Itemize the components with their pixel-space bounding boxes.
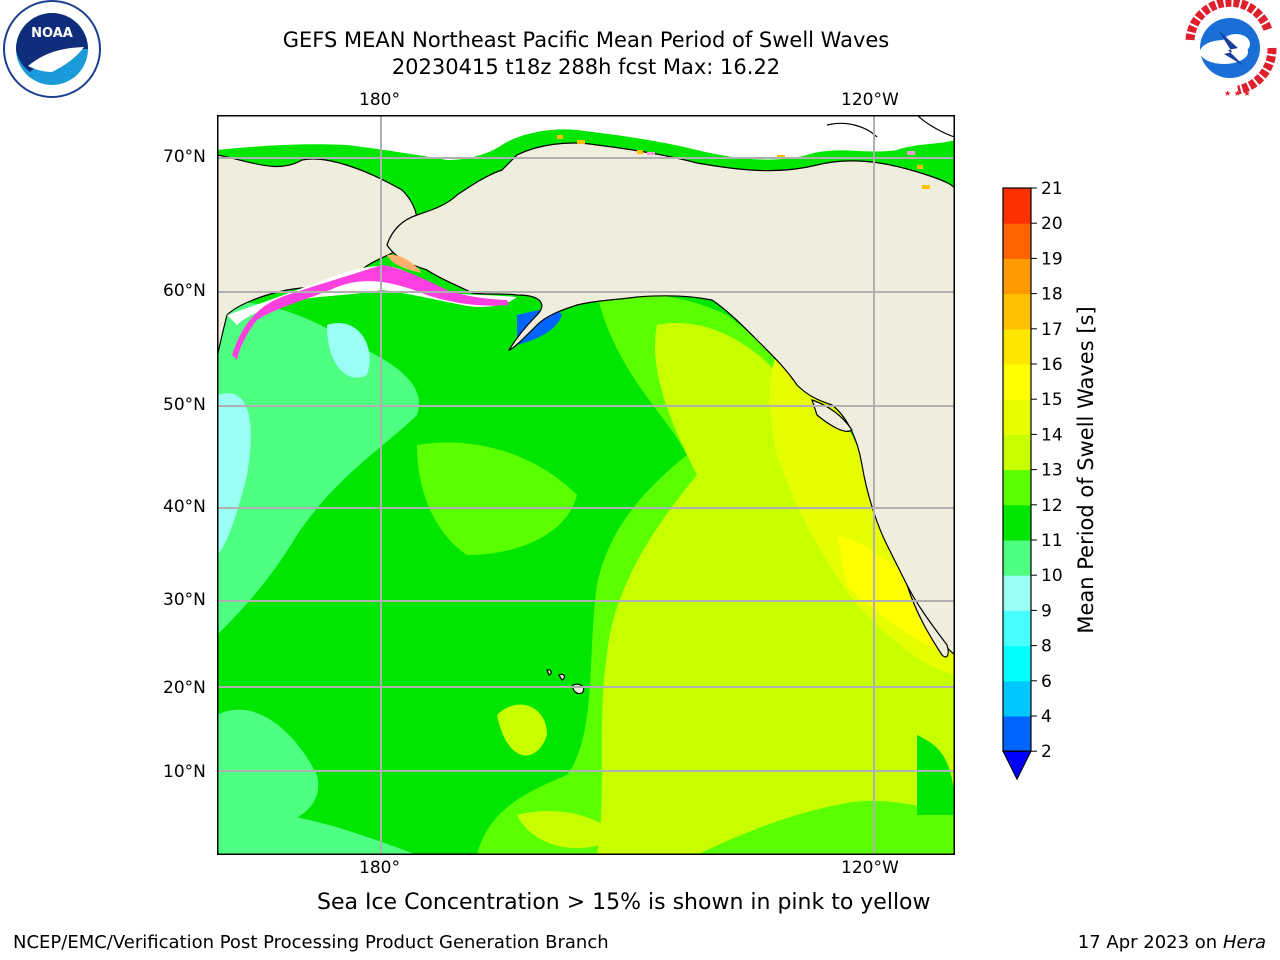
colorbar-segment bbox=[1003, 540, 1031, 576]
colorbar-segment bbox=[1003, 223, 1031, 259]
colorbar-tick-label: 18 bbox=[1041, 285, 1063, 305]
colorbar-segment bbox=[1003, 716, 1031, 752]
colorbar-tick-label: 2 bbox=[1041, 742, 1052, 762]
colorbar-segment bbox=[1003, 364, 1031, 400]
noaa-logo: NOAA bbox=[0, 0, 104, 100]
title-line-1: GEFS MEAN Northeast Pacific Mean Period … bbox=[282, 28, 890, 52]
noaa-logo-text: NOAA bbox=[31, 26, 73, 41]
colorbar-tick-label: 11 bbox=[1041, 531, 1063, 551]
lat-label-10n: 10°N bbox=[163, 762, 206, 782]
colorbar-segment bbox=[1003, 434, 1031, 471]
graticule bbox=[217, 115, 955, 855]
colorbar-tick-label: 6 bbox=[1041, 672, 1052, 692]
colorbar-tick-label: 14 bbox=[1041, 425, 1063, 445]
colorbar-tick-label: 19 bbox=[1041, 249, 1063, 269]
colorbar: 2 4 6 8 9 10 11 12 13 14 15 16 17 18 19 20 21 bbox=[995, 179, 1115, 790]
colorbar-tick-label: 10 bbox=[1041, 566, 1063, 586]
footer-date: 17 Apr 2023 on bbox=[1077, 932, 1223, 953]
colorbar-tick-label: 9 bbox=[1041, 601, 1052, 621]
colorbar-tick-label: 15 bbox=[1041, 390, 1063, 410]
colorbar-label: Mean Period of Swell Waves [s] bbox=[1074, 306, 1098, 634]
lon-label-bottom-180: 180° bbox=[359, 858, 400, 878]
colorbar-segment bbox=[1003, 258, 1031, 295]
lat-label-20n: 20°N bbox=[163, 678, 206, 698]
lat-label-50n: 50°N bbox=[163, 395, 206, 415]
colorbar-underflow-triangle bbox=[1002, 750, 1032, 781]
colorbar-tick-label: 17 bbox=[1041, 320, 1063, 340]
lon-label-top-120w: 120°W bbox=[841, 90, 899, 110]
colorbar-tick-label: 16 bbox=[1041, 355, 1063, 375]
lat-label-60n: 60°N bbox=[163, 281, 206, 301]
nws-logo: ★ ★ ★ bbox=[1178, 0, 1280, 100]
nws-stars-icon: ★ ★ ★ bbox=[1224, 89, 1251, 98]
colorbar-segment bbox=[1003, 188, 1031, 224]
colorbar-segment bbox=[1003, 645, 1031, 682]
sea-ice-note: Sea Ice Concentration > 15% is shown in … bbox=[317, 890, 931, 915]
colorbar-segment bbox=[1003, 328, 1031, 365]
colorbar-tick-label: 13 bbox=[1041, 461, 1063, 481]
colorbar-segment bbox=[1003, 610, 1031, 647]
colorbar-segment bbox=[1003, 469, 1031, 506]
colorbar-tick-label: 20 bbox=[1041, 214, 1063, 234]
footer-right: 17 Apr 2023 on Hera bbox=[1078, 932, 1266, 953]
colorbar-segment bbox=[1003, 504, 1031, 541]
lon-label-top-180: 180° bbox=[359, 90, 400, 110]
colorbar-segment bbox=[1003, 680, 1031, 717]
footer-host: Hera bbox=[1222, 932, 1266, 953]
map-panel bbox=[217, 115, 955, 855]
land-masses bbox=[217, 133, 955, 695]
colorbar-tick-label: 12 bbox=[1041, 496, 1063, 516]
colorbar-segment bbox=[1003, 293, 1031, 330]
lon-label-bottom-120w: 120°W bbox=[841, 858, 899, 878]
colorbar-segment bbox=[1003, 575, 1031, 611]
lat-label-70n: 70°N bbox=[163, 147, 206, 167]
lat-label-40n: 40°N bbox=[163, 497, 206, 517]
colorbar-tick-label: 4 bbox=[1041, 707, 1052, 727]
colorbar-tick-label: 21 bbox=[1041, 180, 1063, 199]
colorbar-segment bbox=[1003, 399, 1031, 435]
lat-label-30n: 30°N bbox=[163, 590, 206, 610]
colorbar-tick-label: 8 bbox=[1041, 637, 1052, 657]
title-line-2: 20230415 t18z 288h fcst Max: 16.22 bbox=[391, 55, 781, 79]
footer-left: NCEP/EMC/Verification Post Processing Pr… bbox=[13, 932, 609, 953]
